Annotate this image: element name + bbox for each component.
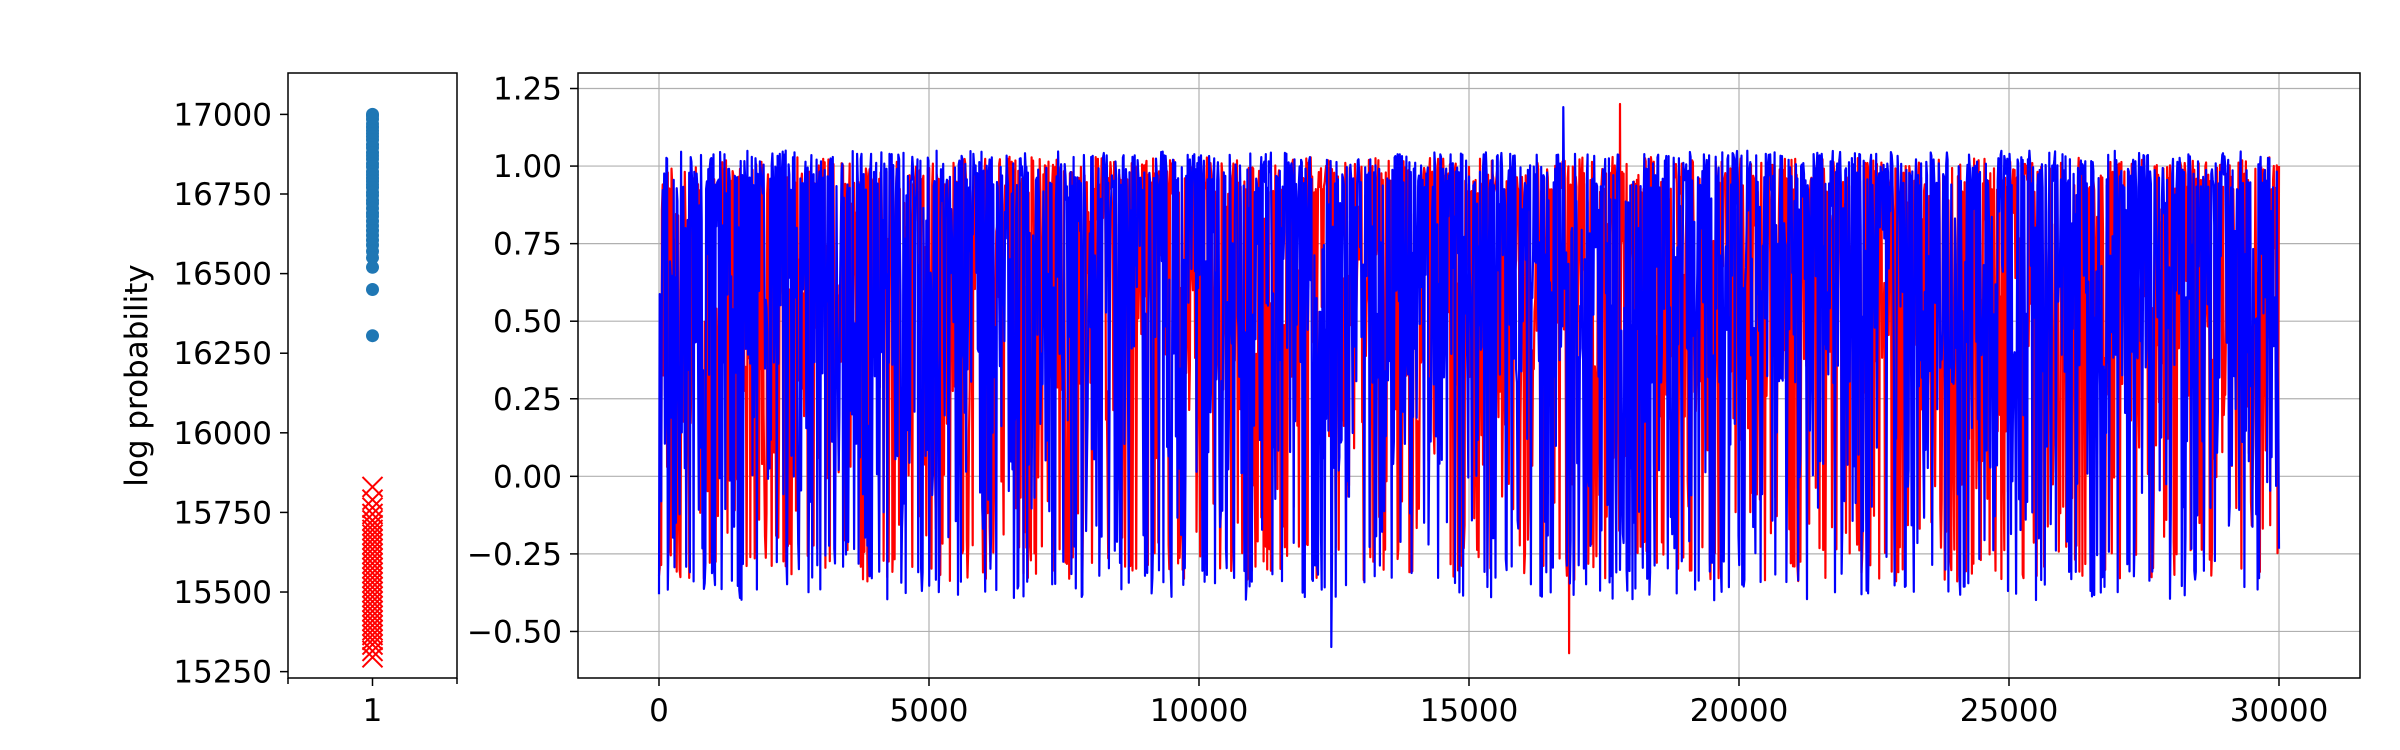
left-y-tick-label: 17000 <box>173 97 272 133</box>
left-y-tick-label: 16250 <box>173 336 272 372</box>
left-scatter-marks <box>361 107 384 669</box>
scatter-x-marker <box>361 646 384 669</box>
scatter-x-marker <box>361 640 384 662</box>
scatter-point <box>366 260 379 274</box>
right-y-tick-label: 0.75 <box>493 227 562 263</box>
left-x-tick-label: 1 <box>363 693 383 729</box>
scatter-point <box>366 283 379 297</box>
scatter-x-marker <box>361 629 384 651</box>
right-y-tick-label: 1.00 <box>493 149 562 185</box>
right-x-tick-label: 20000 <box>1690 693 1789 729</box>
right-y-tick-label: 1.25 <box>493 72 562 108</box>
right-y-tick-label: −0.25 <box>467 537 562 573</box>
left-y-tick-label: 16000 <box>173 416 272 452</box>
left-y-tick-label: 15250 <box>173 655 272 691</box>
scatter-x-marker <box>361 624 384 646</box>
right-y-tick-label: 0.00 <box>493 459 562 495</box>
right-x-tick-label: 30000 <box>2230 693 2329 729</box>
trace-line <box>657 106 2281 649</box>
left-y-tick-label: 15500 <box>173 575 272 611</box>
left-y-tick-label: 16500 <box>173 257 272 293</box>
right-y-tick-label: 0.50 <box>493 304 562 340</box>
left-y-tick-label: 16750 <box>173 177 272 213</box>
left-x-ticks: 1 <box>287 678 458 729</box>
left-y-tick-label: 15750 <box>173 495 272 531</box>
right-trace-lines <box>657 102 2281 655</box>
scatter-x-marker <box>361 503 384 525</box>
right-x-ticks: 0 5000 10000 15000 20000 25000 30000 <box>649 678 2328 729</box>
right-x-tick-label: 15000 <box>1420 693 1519 729</box>
right-x-tick-label: 0 <box>649 693 669 729</box>
right-y-ticks: −0.50 −0.25 0.00 0.25 0.50 0.75 1.00 1.25 <box>467 72 578 650</box>
right-y-tick-label: 0.25 <box>493 382 562 418</box>
left-y-ticks: 15250 15500 15750 16000 16250 16500 16750 17000 <box>173 97 288 691</box>
scatter-point <box>366 251 379 265</box>
right-x-tick-label: 25000 <box>1960 693 2059 729</box>
y-axis-label: log probability <box>119 264 155 487</box>
scatter-point <box>366 329 379 343</box>
right-y-tick-label: −0.50 <box>467 614 562 650</box>
right-x-tick-label: 5000 <box>890 693 969 729</box>
right-x-tick-label: 10000 <box>1150 693 1249 729</box>
left-scatter-panel: 15250 15500 15750 16000 16250 16500 16750 17000… <box>119 72 458 729</box>
right-trace-panel: −0.50 −0.25 0.00 0.25 0.50 0.75 1.00 1.25 0 5000… <box>467 72 2361 729</box>
